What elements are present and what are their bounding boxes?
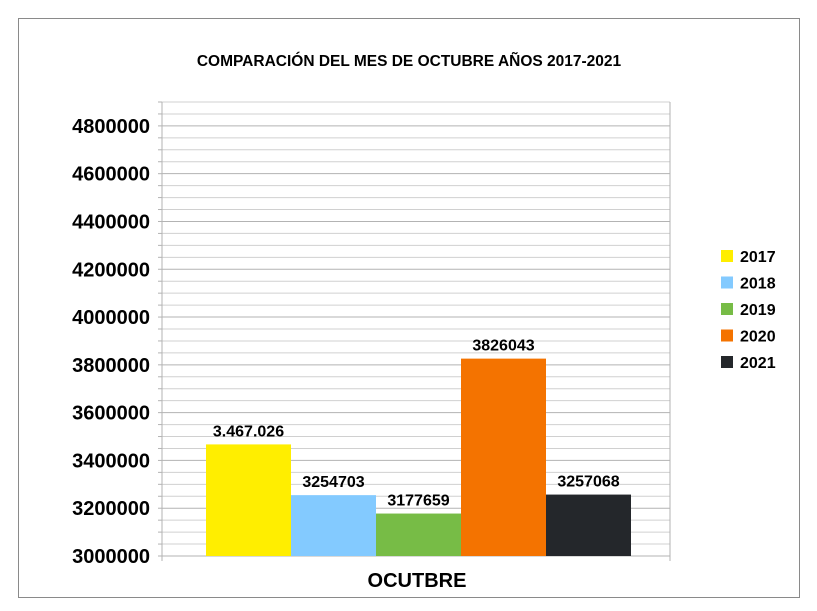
y-tick-label: 4800000 [72, 116, 150, 138]
bar-2019 [376, 513, 461, 556]
y-tick-label: 3800000 [72, 355, 150, 377]
data-label-2018: 3254703 [302, 474, 364, 491]
legend-swatch-2019 [721, 303, 733, 315]
legend-swatch-2021 [721, 356, 733, 368]
bar-2017 [206, 444, 291, 556]
bar-2021 [546, 494, 631, 556]
legend-label-2020: 2020 [740, 329, 776, 346]
bar-2018 [291, 495, 376, 556]
y-tick-label: 3600000 [72, 403, 150, 425]
y-tick-label: 4200000 [72, 259, 150, 281]
legend-label-2018: 2018 [740, 276, 776, 293]
legend-swatch-2018 [721, 276, 733, 289]
legend-label-2019: 2019 [740, 302, 776, 319]
data-label-2017: 3.467.026 [213, 423, 284, 440]
y-tick-label: 4000000 [72, 307, 150, 329]
y-tick-label: 4400000 [72, 211, 150, 233]
legend-label-2017: 2017 [740, 249, 776, 266]
data-label-2019: 3177659 [387, 493, 449, 510]
data-label-2020: 3826043 [472, 338, 534, 355]
legend-swatch-2017 [721, 250, 733, 262]
y-tick-label: 3200000 [72, 498, 150, 520]
bar-2020 [461, 358, 546, 556]
data-labels: 3.467.026 3254703 3177659 3826043 3257068 [213, 338, 620, 510]
legend-swatch-2020 [721, 329, 733, 342]
legend: 2017 2018 2019 2020 2021 [721, 249, 776, 372]
data-label-2021: 3257068 [557, 474, 619, 491]
y-tick-labels: 3000000 3200000 3400000 3600000 3800000 40000… [72, 116, 150, 568]
y-tick-label: 4600000 [72, 164, 150, 186]
y-tick-label: 3000000 [72, 546, 150, 568]
legend-label-2021: 2021 [740, 355, 776, 372]
category-label: OCUTBRE [368, 570, 467, 592]
chart-title: COMPARACIÓN DEL MES DE OCTUBRE AÑOS 2017… [197, 52, 622, 70]
bars [206, 358, 631, 556]
y-tick-label: 3400000 [72, 450, 150, 472]
